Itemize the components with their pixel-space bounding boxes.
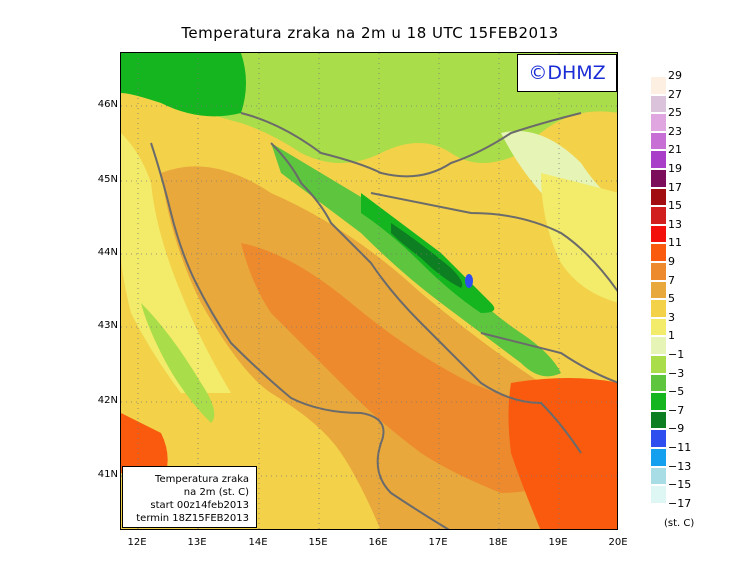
lon-label-16e: 16E [368,537,388,548]
colorbar-swatch [651,318,666,336]
lon-label-18e: 18E [488,537,508,548]
colorbar-tick-label: 15 [668,199,682,213]
colorbar-swatch [651,393,666,410]
temperature-map [120,52,618,530]
field-warmer-sea [241,243,581,493]
colorbar-tick-label: 1 [668,329,675,343]
map-title: Temperatura zraka na 2m u 18 UTC 15FEB20… [181,24,559,42]
colorbar-swatch [651,188,666,206]
lon-label-20e: 20E [608,537,628,548]
colorbar-swatch [651,244,666,261]
colorbar-swatch [651,95,666,113]
colorbar-swatch [651,281,666,299]
info-line-3: start 00z14feb2013 [150,500,249,511]
lat-label-41n: 41N [97,469,118,480]
info-line-4: termin 18Z15FEB2013 [136,513,249,524]
border-north [240,112,582,178]
colorbar-swatch [651,207,666,224]
colorbar-tick-label: 5 [668,292,675,306]
colorbar-tick-label: −3 [668,366,685,380]
colorbar-tick-label: −13 [668,459,692,473]
border-south [480,332,617,384]
field-nw-green [121,53,246,117]
field-italy-land [121,133,231,393]
colorbar-tick-label: 21 [668,143,682,157]
colorbar-swatch [651,225,666,243]
lat-label-44n: 44N [97,247,118,258]
lon-label-15e: 15E [308,537,328,548]
lat-label-46n: 46N [97,99,118,110]
copyright-label: ©DHMZ [517,54,617,92]
colorbar-swatch [651,300,666,317]
colorbar-swatch [651,151,666,168]
colorbar-tick-label: 29 [668,69,682,82]
graticule [121,53,617,529]
colorbar-tick-label: −15 [668,478,692,492]
colorbar-swatch [651,263,666,280]
colorbar-tick-label: −7 [668,403,685,417]
field-italy-green [141,303,215,423]
colorbar-unit: (st. C) [664,518,695,529]
colorbar-swatch [651,356,666,373]
colorbar-tick-label: −17 [668,496,692,510]
colorbar-swatch [651,430,666,447]
colorbar-tick-label: −5 [668,385,685,399]
lon-label-12e: 12E [127,537,147,548]
colorbar-tick-label: −9 [668,422,685,436]
colorbar-tick-label: 23 [668,124,682,138]
field-east-yellow [541,173,617,303]
colorbar-tick-label: 19 [668,162,682,175]
colorbar-swatch [651,449,666,466]
colorbar-tick-label: 3 [668,310,675,324]
border-inland [370,192,617,292]
field-coldest-band [391,223,463,288]
colorbar-tick-label: 17 [668,180,682,194]
colorbar-tick-label: 7 [668,273,675,287]
colorbar-swatch [651,77,666,94]
info-box: Temperatura zraka na 2m (st. C) start 00… [122,466,257,528]
colorbar-tick-label: 11 [668,236,682,250]
field-warmest-south [508,378,617,529]
colorbar-swatch [651,114,666,131]
coastline-italy [150,142,450,529]
colorbar-tick-label: −1 [668,348,685,361]
colorbar-swatch [651,374,666,392]
colorbar-tick-label: 25 [668,106,682,120]
lon-label-14e: 14E [248,537,268,548]
colorbar-tick-label: 9 [668,255,675,268]
lon-label-13e: 13E [187,537,207,548]
colorbar-tick-label: 27 [668,87,682,101]
colorbar-swatch [651,132,666,150]
lat-label-45n: 45N [97,174,118,185]
info-line-1: Temperatura zraka [155,474,249,485]
temperature-field [121,53,617,529]
info-line-2: na 2m (st. C) [183,487,249,498]
lon-label-19e: 19E [548,537,568,548]
colorbar-swatch [651,411,666,429]
colorbar-swatch [651,486,666,503]
lat-label-43n: 43N [97,320,118,331]
field-cold-spot [465,274,473,288]
lat-label-42n: 42N [97,395,118,406]
colorbar-swatch [651,337,666,354]
colorbar-swatch [651,467,666,485]
coastline-east-adriatic [270,142,582,454]
lon-label-17e: 17E [428,537,448,548]
field-warm-southwest [121,413,168,473]
field-cold-band [271,143,561,377]
colorbar-tick-label: 13 [668,217,682,231]
colorbar-swatch [651,170,666,187]
colorbar-tick-label: −11 [668,441,692,454]
